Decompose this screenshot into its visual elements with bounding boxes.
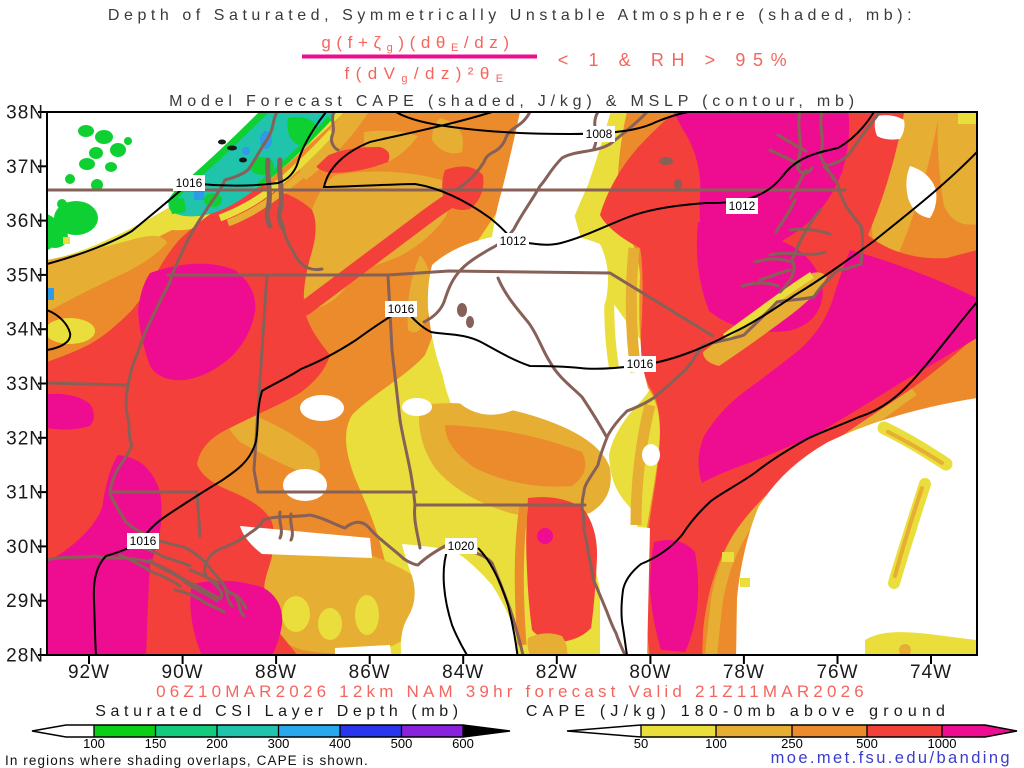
svg-text:400: 400 <box>329 736 351 751</box>
svg-text:30N: 30N <box>6 537 44 558</box>
svg-text:600: 600 <box>452 736 474 751</box>
svg-text:37N: 37N <box>6 157 44 178</box>
svg-text:250: 250 <box>781 736 803 751</box>
svg-text:1012: 1012 <box>500 234 527 248</box>
svg-text:g(f+ζg)(dθE/dz): g(f+ζg)(dθE/dz) <box>321 33 514 54</box>
svg-text:300: 300 <box>268 736 290 751</box>
svg-text:1012: 1012 <box>729 199 756 213</box>
svg-text:31N: 31N <box>6 483 44 504</box>
svg-text:1016: 1016 <box>130 534 157 548</box>
svg-text:f(dVg/dz)²θE: f(dVg/dz)²θE <box>345 64 510 85</box>
svg-text:1016: 1016 <box>627 357 654 371</box>
svg-text:88W: 88W <box>255 662 297 683</box>
svg-text:76W: 76W <box>816 662 858 683</box>
svg-text:28N: 28N <box>6 646 44 667</box>
svg-text:moe.met.fsu.edu/banding: moe.met.fsu.edu/banding <box>771 749 1012 767</box>
svg-text:In regions where shading overl: In regions where shading overlaps, CAPE … <box>5 753 369 768</box>
svg-text:CAPE (J/kg) 180-0mb above grou: CAPE (J/kg) 180-0mb above ground <box>526 703 950 720</box>
svg-text:500: 500 <box>391 736 413 751</box>
svg-text:1016: 1016 <box>388 302 415 316</box>
svg-text:92W: 92W <box>68 662 110 683</box>
svg-text:32N: 32N <box>6 428 44 449</box>
svg-text:500: 500 <box>856 736 878 751</box>
svg-text:80W: 80W <box>629 662 671 683</box>
svg-text:100: 100 <box>705 736 727 751</box>
svg-text:29N: 29N <box>6 591 44 612</box>
svg-text:1020: 1020 <box>448 539 475 553</box>
svg-text:200: 200 <box>206 736 228 751</box>
svg-text:82W: 82W <box>536 662 578 683</box>
svg-text:Saturated CSI Layer Depth (mb): Saturated CSI Layer Depth (mb) <box>95 703 462 720</box>
svg-text:< 1 & RH > 95%: < 1 & RH > 95% <box>558 50 794 70</box>
svg-text:1008: 1008 <box>586 127 613 141</box>
svg-text:84W: 84W <box>442 662 484 683</box>
svg-text:35N: 35N <box>6 265 44 286</box>
svg-text:Model Forecast CAPE (shaded, J: Model Forecast CAPE (shaded, J/kg) & MSL… <box>169 93 859 110</box>
svg-text:38N: 38N <box>6 103 44 124</box>
svg-text:86W: 86W <box>349 662 391 683</box>
svg-text:100: 100 <box>83 736 105 751</box>
svg-text:150: 150 <box>145 736 167 751</box>
svg-text:1016: 1016 <box>176 176 203 190</box>
svg-text:33N: 33N <box>6 374 44 395</box>
svg-text:34N: 34N <box>6 320 44 341</box>
svg-text:36N: 36N <box>6 211 44 232</box>
svg-text:74W: 74W <box>910 662 952 683</box>
svg-text:50: 50 <box>634 736 648 751</box>
svg-text:90W: 90W <box>162 662 204 683</box>
svg-text:06Z10MAR2026 12km NAM 39hr for: 06Z10MAR2026 12km NAM 39hr forecast Vali… <box>156 682 868 701</box>
svg-text:Depth of Saturated, Symmetrica: Depth of Saturated, Symmetrically Unstab… <box>108 7 916 24</box>
svg-text:1000: 1000 <box>928 736 957 751</box>
svg-text:78W: 78W <box>723 662 765 683</box>
